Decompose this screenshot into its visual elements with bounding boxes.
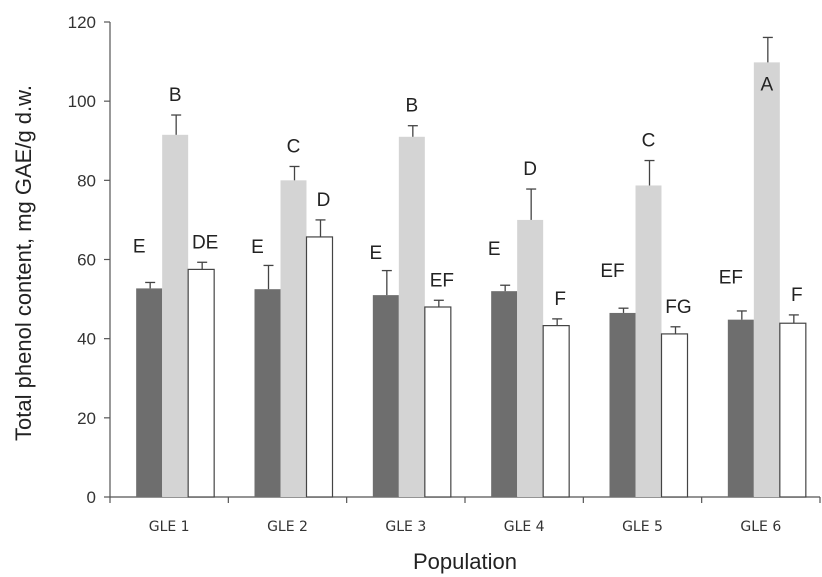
y-tick-label: 120 bbox=[68, 13, 96, 32]
tick-labels-layer: 0 20 40 60 80 100 120 GLE 1 GLE 2 GLE 3 GLE 4 GLE 5… bbox=[68, 13, 782, 535]
significance-letter: D bbox=[317, 190, 331, 211]
y-tick-label: 80 bbox=[77, 171, 96, 190]
y-tick-label: 60 bbox=[77, 251, 96, 270]
y-axis-title: Total phenol content, mg GAE/g d.w. bbox=[11, 85, 36, 441]
bar bbox=[609, 312, 636, 497]
significance-letter: F bbox=[554, 289, 566, 310]
bar bbox=[398, 136, 425, 497]
bar bbox=[727, 319, 754, 497]
significance-letters-layer: E E E E EF EF B C B D C A DE D EF F FG F bbox=[133, 74, 803, 317]
x-tick-label: GLE 1 bbox=[149, 519, 190, 535]
y-tick-label: 0 bbox=[87, 488, 96, 507]
bar bbox=[254, 289, 281, 497]
significance-letter: EF bbox=[430, 270, 454, 291]
significance-letter: B bbox=[405, 96, 418, 117]
bar bbox=[753, 62, 780, 497]
significance-letter: D bbox=[523, 159, 537, 180]
y-tick-label: 40 bbox=[77, 330, 96, 349]
bar bbox=[491, 291, 518, 497]
bar bbox=[136, 288, 163, 497]
bar bbox=[280, 180, 307, 498]
significance-letter: E bbox=[133, 236, 146, 257]
significance-letter: E bbox=[369, 243, 382, 264]
error-bars-layer bbox=[145, 36, 799, 334]
significance-letter: F bbox=[791, 285, 803, 306]
bar bbox=[542, 325, 570, 498]
x-tick-label: GLE 6 bbox=[740, 519, 781, 535]
axes bbox=[104, 21, 821, 503]
x-tick-label: GLE 5 bbox=[622, 519, 663, 535]
x-tick-label: GLE 3 bbox=[385, 519, 426, 535]
significance-letter: EF bbox=[600, 261, 624, 282]
y-tick-label: 20 bbox=[77, 409, 96, 428]
bar bbox=[372, 295, 399, 497]
significance-letter: C bbox=[642, 131, 656, 152]
bar bbox=[660, 333, 689, 498]
bar bbox=[162, 134, 189, 497]
x-tick-label: GLE 4 bbox=[504, 519, 545, 535]
bar bbox=[424, 306, 452, 498]
bar bbox=[635, 185, 662, 497]
x-tick-label: GLE 2 bbox=[267, 519, 308, 535]
bar bbox=[517, 219, 544, 497]
bars-layer bbox=[136, 62, 807, 498]
significance-letter: FG bbox=[665, 297, 691, 318]
significance-letter: E bbox=[251, 237, 264, 258]
bar bbox=[187, 268, 215, 498]
x-axis-title: Population bbox=[413, 549, 517, 574]
significance-letter: B bbox=[169, 85, 182, 106]
significance-letter: DE bbox=[192, 232, 218, 253]
significance-letter: E bbox=[488, 239, 501, 260]
y-tick-label: 100 bbox=[68, 92, 96, 111]
significance-letter: C bbox=[287, 136, 301, 157]
bar bbox=[779, 322, 807, 498]
significance-letter: A bbox=[760, 74, 773, 95]
significance-letter: EF bbox=[719, 268, 743, 289]
bar bbox=[305, 236, 334, 498]
